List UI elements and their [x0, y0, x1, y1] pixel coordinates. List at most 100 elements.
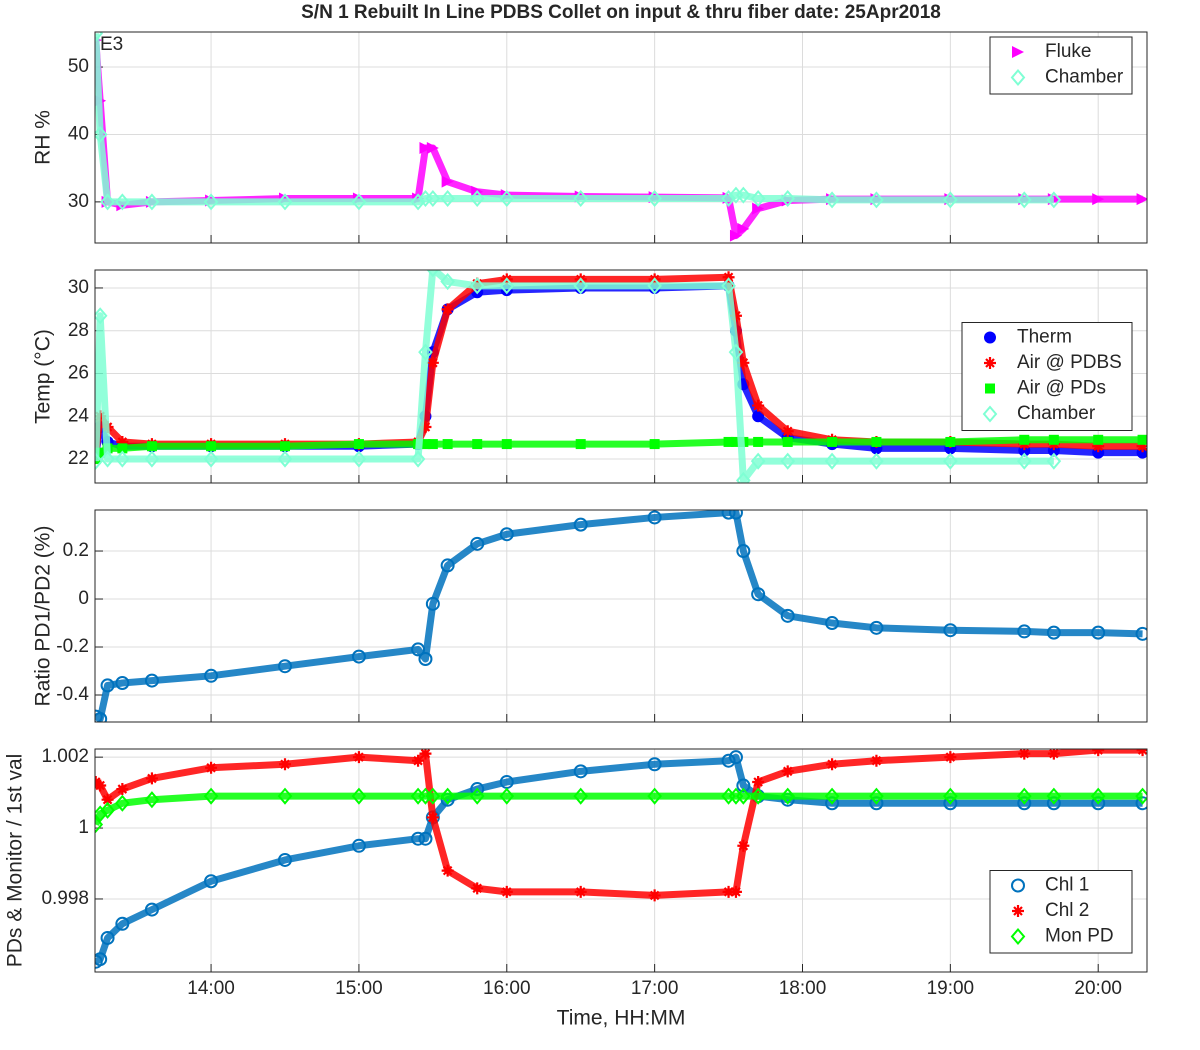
marker [870, 754, 883, 767]
y-tick-label: 1 [78, 817, 89, 838]
marker [944, 751, 957, 764]
marker [737, 356, 750, 369]
marker [648, 889, 661, 902]
marker [115, 450, 130, 468]
marker [206, 441, 217, 452]
marker [352, 751, 365, 764]
legend-box [989, 36, 1133, 95]
marker [573, 189, 589, 208]
marker [351, 838, 366, 853]
marker [419, 749, 432, 760]
marker [1019, 434, 1030, 445]
marker [869, 452, 884, 470]
marker [647, 787, 662, 805]
series-line [95, 792, 1143, 826]
series-line [95, 33, 1054, 206]
marker [824, 191, 840, 209]
marker [1136, 749, 1147, 757]
legend-marker [984, 331, 996, 344]
marker [871, 436, 882, 447]
marker [100, 930, 115, 945]
marker [1048, 434, 1059, 445]
marker [729, 309, 742, 322]
marker [418, 831, 433, 846]
marker [501, 439, 512, 450]
x-tick-label: 14:00 [187, 978, 235, 999]
marker [943, 191, 958, 209]
marker [471, 882, 484, 895]
series-line [95, 39, 1143, 240]
marker [426, 270, 440, 278]
legend-label: Chamber [1017, 403, 1096, 424]
marker [203, 787, 219, 805]
marker [203, 450, 219, 468]
marker [943, 787, 958, 805]
marker [499, 527, 514, 542]
marker [736, 471, 751, 483]
y-tick-label: 30 [68, 191, 89, 212]
marker [426, 141, 439, 154]
marker [647, 757, 662, 772]
marker [420, 439, 431, 450]
marker [116, 435, 129, 448]
marker [440, 273, 455, 291]
y-tick-label: 50 [68, 56, 89, 77]
marker [469, 787, 485, 805]
marker [115, 794, 130, 812]
marker [1092, 440, 1105, 453]
marker [411, 831, 426, 846]
marker [146, 441, 157, 452]
marker [737, 839, 750, 852]
marker [100, 801, 115, 819]
marker [1018, 749, 1031, 760]
marker [95, 32, 104, 42]
marker [780, 189, 796, 208]
marker [1016, 452, 1032, 470]
marker [1135, 626, 1147, 641]
marker [440, 189, 455, 208]
marker [780, 608, 795, 623]
marker [351, 450, 367, 468]
legend-marker [1012, 46, 1024, 58]
marker [723, 436, 734, 447]
marker [410, 193, 426, 211]
series-line [95, 753, 1143, 965]
marker [1046, 452, 1062, 470]
marker [647, 277, 662, 295]
marker [115, 676, 130, 691]
marker [1137, 434, 1147, 445]
series-line [95, 749, 1143, 899]
marker [1093, 434, 1104, 445]
marker [721, 189, 736, 208]
marker [425, 596, 440, 611]
marker [647, 510, 662, 525]
marker [95, 125, 108, 144]
marker [780, 787, 796, 805]
y-tick-label: 28 [68, 320, 89, 341]
y-axis-label: PDs & Monitor / 1st val [4, 754, 27, 968]
marker [95, 709, 103, 722]
y-tick-label: -0.2 [56, 636, 89, 657]
legend-marker [982, 405, 998, 423]
marker [1136, 440, 1147, 453]
legend-marker [984, 357, 996, 369]
marker [752, 410, 765, 423]
marker [573, 764, 588, 779]
marker [278, 758, 291, 771]
marker [95, 452, 104, 470]
marker [826, 758, 839, 771]
marker [781, 425, 794, 438]
legend-marker [1011, 878, 1025, 893]
marker [728, 343, 744, 361]
marker [115, 916, 130, 931]
marker [722, 271, 735, 284]
marker [412, 754, 425, 767]
marker [95, 815, 104, 834]
legend-label: Fluke [1045, 41, 1091, 62]
x-tick-label: 16:00 [483, 978, 531, 999]
marker [1090, 787, 1106, 805]
legend-label: Air @ PDs [1017, 378, 1106, 399]
marker [472, 439, 483, 450]
marker [144, 902, 159, 917]
marker [95, 447, 106, 458]
